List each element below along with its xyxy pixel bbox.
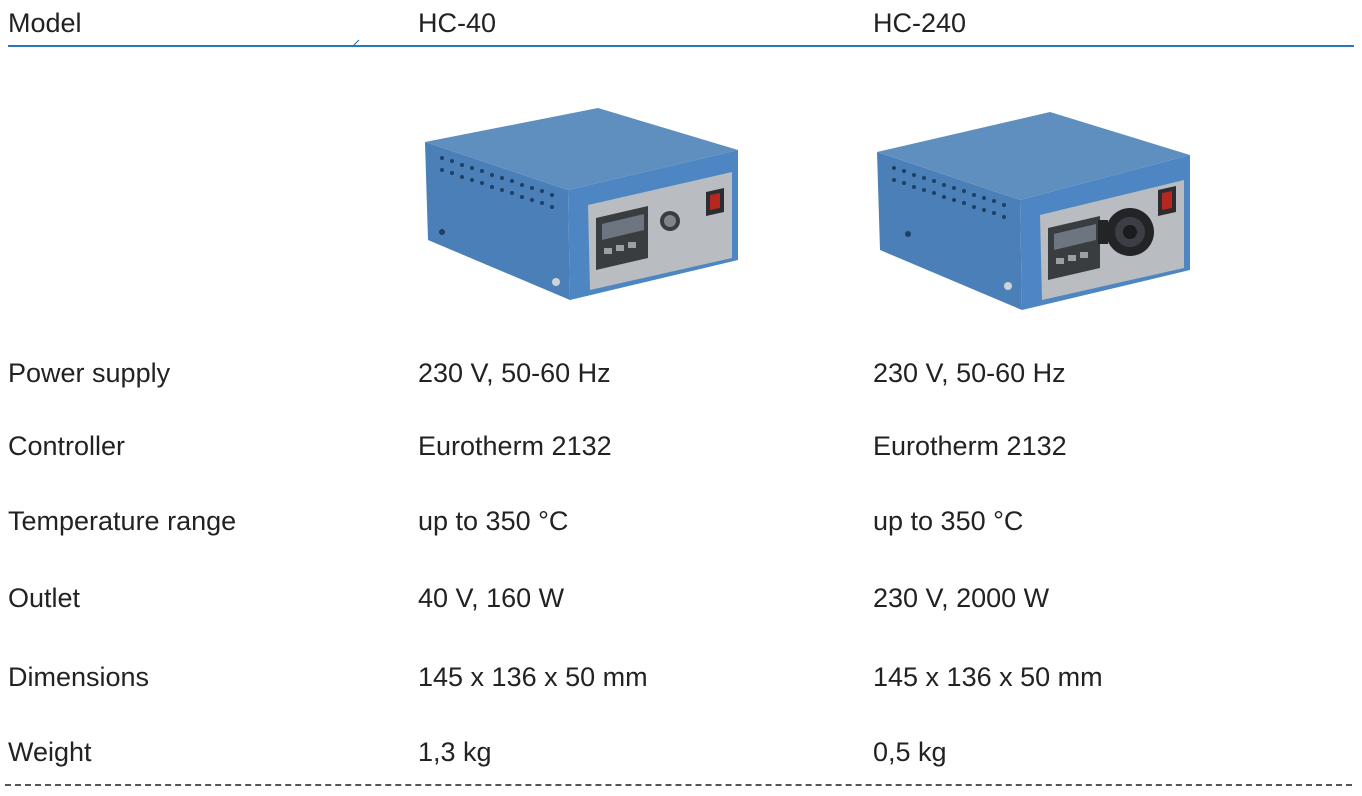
hc240-product-image: [877, 112, 1190, 310]
hc40-dimensions: 145 x 136 x 50 mm: [418, 662, 648, 692]
bottom-dashed-rule: [5, 784, 1352, 786]
hc240-outlet: 230 V, 2000 W: [873, 583, 1050, 613]
header-rule: [8, 45, 1354, 47]
hc240-controller: Eurotherm 2132: [873, 431, 1067, 461]
rule-tick: [351, 39, 360, 48]
hc40-power-supply: 230 V, 50-60 Hz: [418, 358, 611, 388]
row-label-outlet: Outlet: [8, 583, 81, 613]
hc40-outlet: 40 V, 160 W: [418, 583, 565, 613]
model-header-label: Model: [8, 8, 82, 38]
hc40-temperature-range: up to 350 °C: [418, 506, 569, 536]
hc40-controller: Eurotherm 2132: [418, 431, 612, 461]
row-label-dimensions: Dimensions: [8, 662, 150, 692]
hc240-power-supply: 230 V, 50-60 Hz: [873, 358, 1066, 388]
hc40-header: HC-40: [418, 8, 497, 38]
hc240-header: HC-240: [873, 8, 967, 38]
hc40-product-image: [425, 108, 738, 300]
row-label-weight: Weight: [8, 737, 92, 767]
hc240-dimensions: 145 x 136 x 50 mm: [873, 662, 1103, 692]
hc240-temperature-range: up to 350 °C: [873, 506, 1024, 536]
row-label-power-supply: Power supply: [8, 358, 171, 388]
hc240-weight: 0,5 kg: [873, 737, 947, 767]
row-label-controller: Controller: [8, 431, 126, 461]
hc40-weight: 1,3 kg: [418, 737, 492, 767]
row-label-temperature-range: Temperature range: [8, 506, 237, 536]
